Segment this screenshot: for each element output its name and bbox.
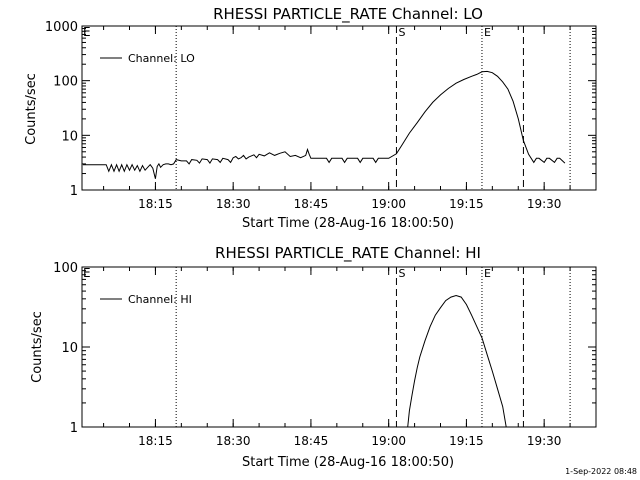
print-timestamp: 1-Sep-2022 08:48 bbox=[565, 467, 637, 476]
y-tick-label: 1 bbox=[70, 421, 78, 436]
legend: Channel: LO bbox=[100, 52, 195, 65]
y-tick-label: 10 bbox=[61, 341, 78, 356]
corner-label: E bbox=[83, 266, 91, 280]
y-axis-label: Counts/sec bbox=[24, 73, 39, 145]
legend: Channel: HI bbox=[100, 293, 192, 306]
series-line bbox=[82, 70, 566, 179]
series-line bbox=[407, 294, 507, 427]
x-tick-label: 18:30 bbox=[216, 197, 251, 211]
y-tick-label: 1 bbox=[70, 184, 78, 199]
x-tick-label: 19:15 bbox=[449, 434, 484, 448]
hi-channel-panel: RHESSI PARTICLE_RATE Channel: HI 18:15 18… bbox=[30, 244, 597, 470]
plot-frame bbox=[81, 25, 597, 191]
x-tick-label: 18:15 bbox=[138, 197, 173, 211]
corner-label: E bbox=[83, 25, 91, 39]
x-tick-label: 19:30 bbox=[527, 434, 562, 448]
chart-title: RHESSI PARTICLE_RATE Channel: HI bbox=[215, 244, 481, 263]
y-axis-label: Counts/sec bbox=[30, 311, 45, 383]
plot-frame bbox=[81, 266, 597, 428]
x-axis-label: Start Time (28-Aug-16 18:00:50) bbox=[242, 455, 454, 470]
time-marker-label: S bbox=[398, 26, 405, 39]
x-tick-label: 19:30 bbox=[527, 197, 562, 211]
x-tick-label: 19:00 bbox=[371, 197, 406, 211]
x-tick-label: 18:45 bbox=[294, 197, 329, 211]
chart-title: RHESSI PARTICLE_RATE Channel: LO bbox=[213, 5, 483, 24]
x-tick-label: 18:15 bbox=[138, 434, 173, 448]
legend-entry: Channel: HI bbox=[128, 293, 192, 306]
x-tick-label: 19:15 bbox=[449, 197, 484, 211]
y-tick-label: 10 bbox=[61, 129, 78, 144]
lo-channel-panel: RHESSI PARTICLE_RATE Channel: LO 18:15 18… bbox=[24, 5, 597, 231]
x-axis-label: Start Time (28-Aug-16 18:00:50) bbox=[242, 216, 454, 231]
time-marker-label: E bbox=[484, 26, 491, 39]
legend-entry: Channel: LO bbox=[128, 52, 195, 65]
y-tick-label: 100 bbox=[53, 261, 78, 276]
x-tick-label: 18:45 bbox=[294, 434, 329, 448]
y-tick-label: 1000 bbox=[45, 20, 78, 35]
time-marker-label: E bbox=[484, 267, 491, 280]
time-marker-label: S bbox=[398, 267, 405, 280]
x-tick-label: 18:30 bbox=[216, 434, 251, 448]
y-tick-label: 100 bbox=[53, 75, 78, 90]
x-tick-label: 19:00 bbox=[371, 434, 406, 448]
